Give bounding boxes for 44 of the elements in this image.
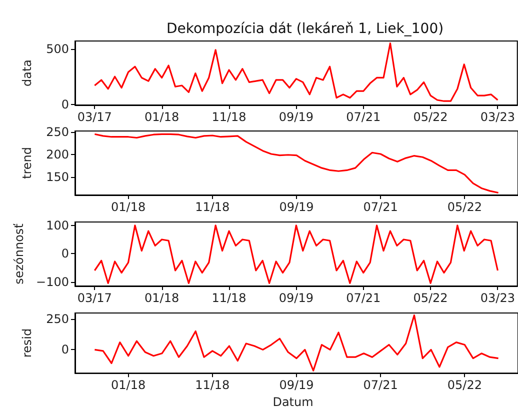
line-series — [94, 133, 500, 194]
x-tick-label: 07/21 — [363, 378, 398, 392]
x-tick-label: 11/18 — [212, 110, 246, 124]
y-axis-title: data — [20, 59, 34, 87]
x-tick-label: 09/19 — [278, 110, 314, 124]
x-tick-label: 09/19 — [279, 200, 314, 214]
y-tick-label: 0 — [61, 246, 69, 261]
x-axis-title: Datum — [272, 395, 314, 409]
x-tick-label: 05/22 — [413, 291, 448, 305]
x-tick-label: 09/19 — [278, 291, 314, 305]
y-tick-label: 100 — [46, 218, 69, 232]
x-tick-label: 05/22 — [413, 110, 448, 124]
y-tick-label: 250 — [46, 312, 69, 326]
y-tick-label: 150 — [46, 170, 69, 184]
x-tick-label: 07/21 — [346, 110, 381, 124]
line-series — [94, 314, 500, 372]
x-tick-label: 01/18 — [144, 110, 180, 124]
x-tick-label: 03/17 — [77, 110, 112, 124]
y-tick-label: 200 — [46, 147, 69, 162]
x-tick-label: 03/23 — [480, 291, 516, 305]
x-tick-label: 01/18 — [144, 291, 180, 305]
x-tick-label: 11/18 — [212, 291, 246, 305]
y-tick-label: 0 — [61, 97, 69, 112]
x-tick-label: 05/22 — [447, 200, 482, 214]
y-tick-label: −100 — [36, 274, 69, 289]
x-tick-label: 07/21 — [346, 291, 381, 305]
y-axis-title: sezónnosť — [12, 223, 26, 284]
y-axis-title: resid — [20, 328, 34, 358]
x-tick-label: 05/22 — [447, 378, 482, 392]
line-series — [94, 42, 499, 102]
y-tick-label: 0 — [61, 342, 69, 357]
x-tick-label: 11/18 — [195, 200, 230, 214]
x-tick-label: 01/18 — [111, 200, 146, 214]
x-tick-label: 11/18 — [195, 378, 230, 392]
y-tick-label: 250 — [46, 124, 69, 139]
x-tick-label: 03/17 — [77, 291, 112, 305]
chart-title: Dekompozícia dát (lekáreň 1, Liek_100) — [166, 21, 444, 37]
x-tick-label: 01/18 — [111, 378, 146, 392]
x-tick-label: 07/21 — [363, 200, 398, 214]
y-tick-label: 500 — [46, 42, 69, 56]
line-series — [94, 224, 499, 284]
x-tick-label: 09/19 — [279, 378, 314, 392]
x-tick-label: 03/23 — [480, 110, 516, 124]
y-axis-title: trend — [20, 147, 34, 179]
